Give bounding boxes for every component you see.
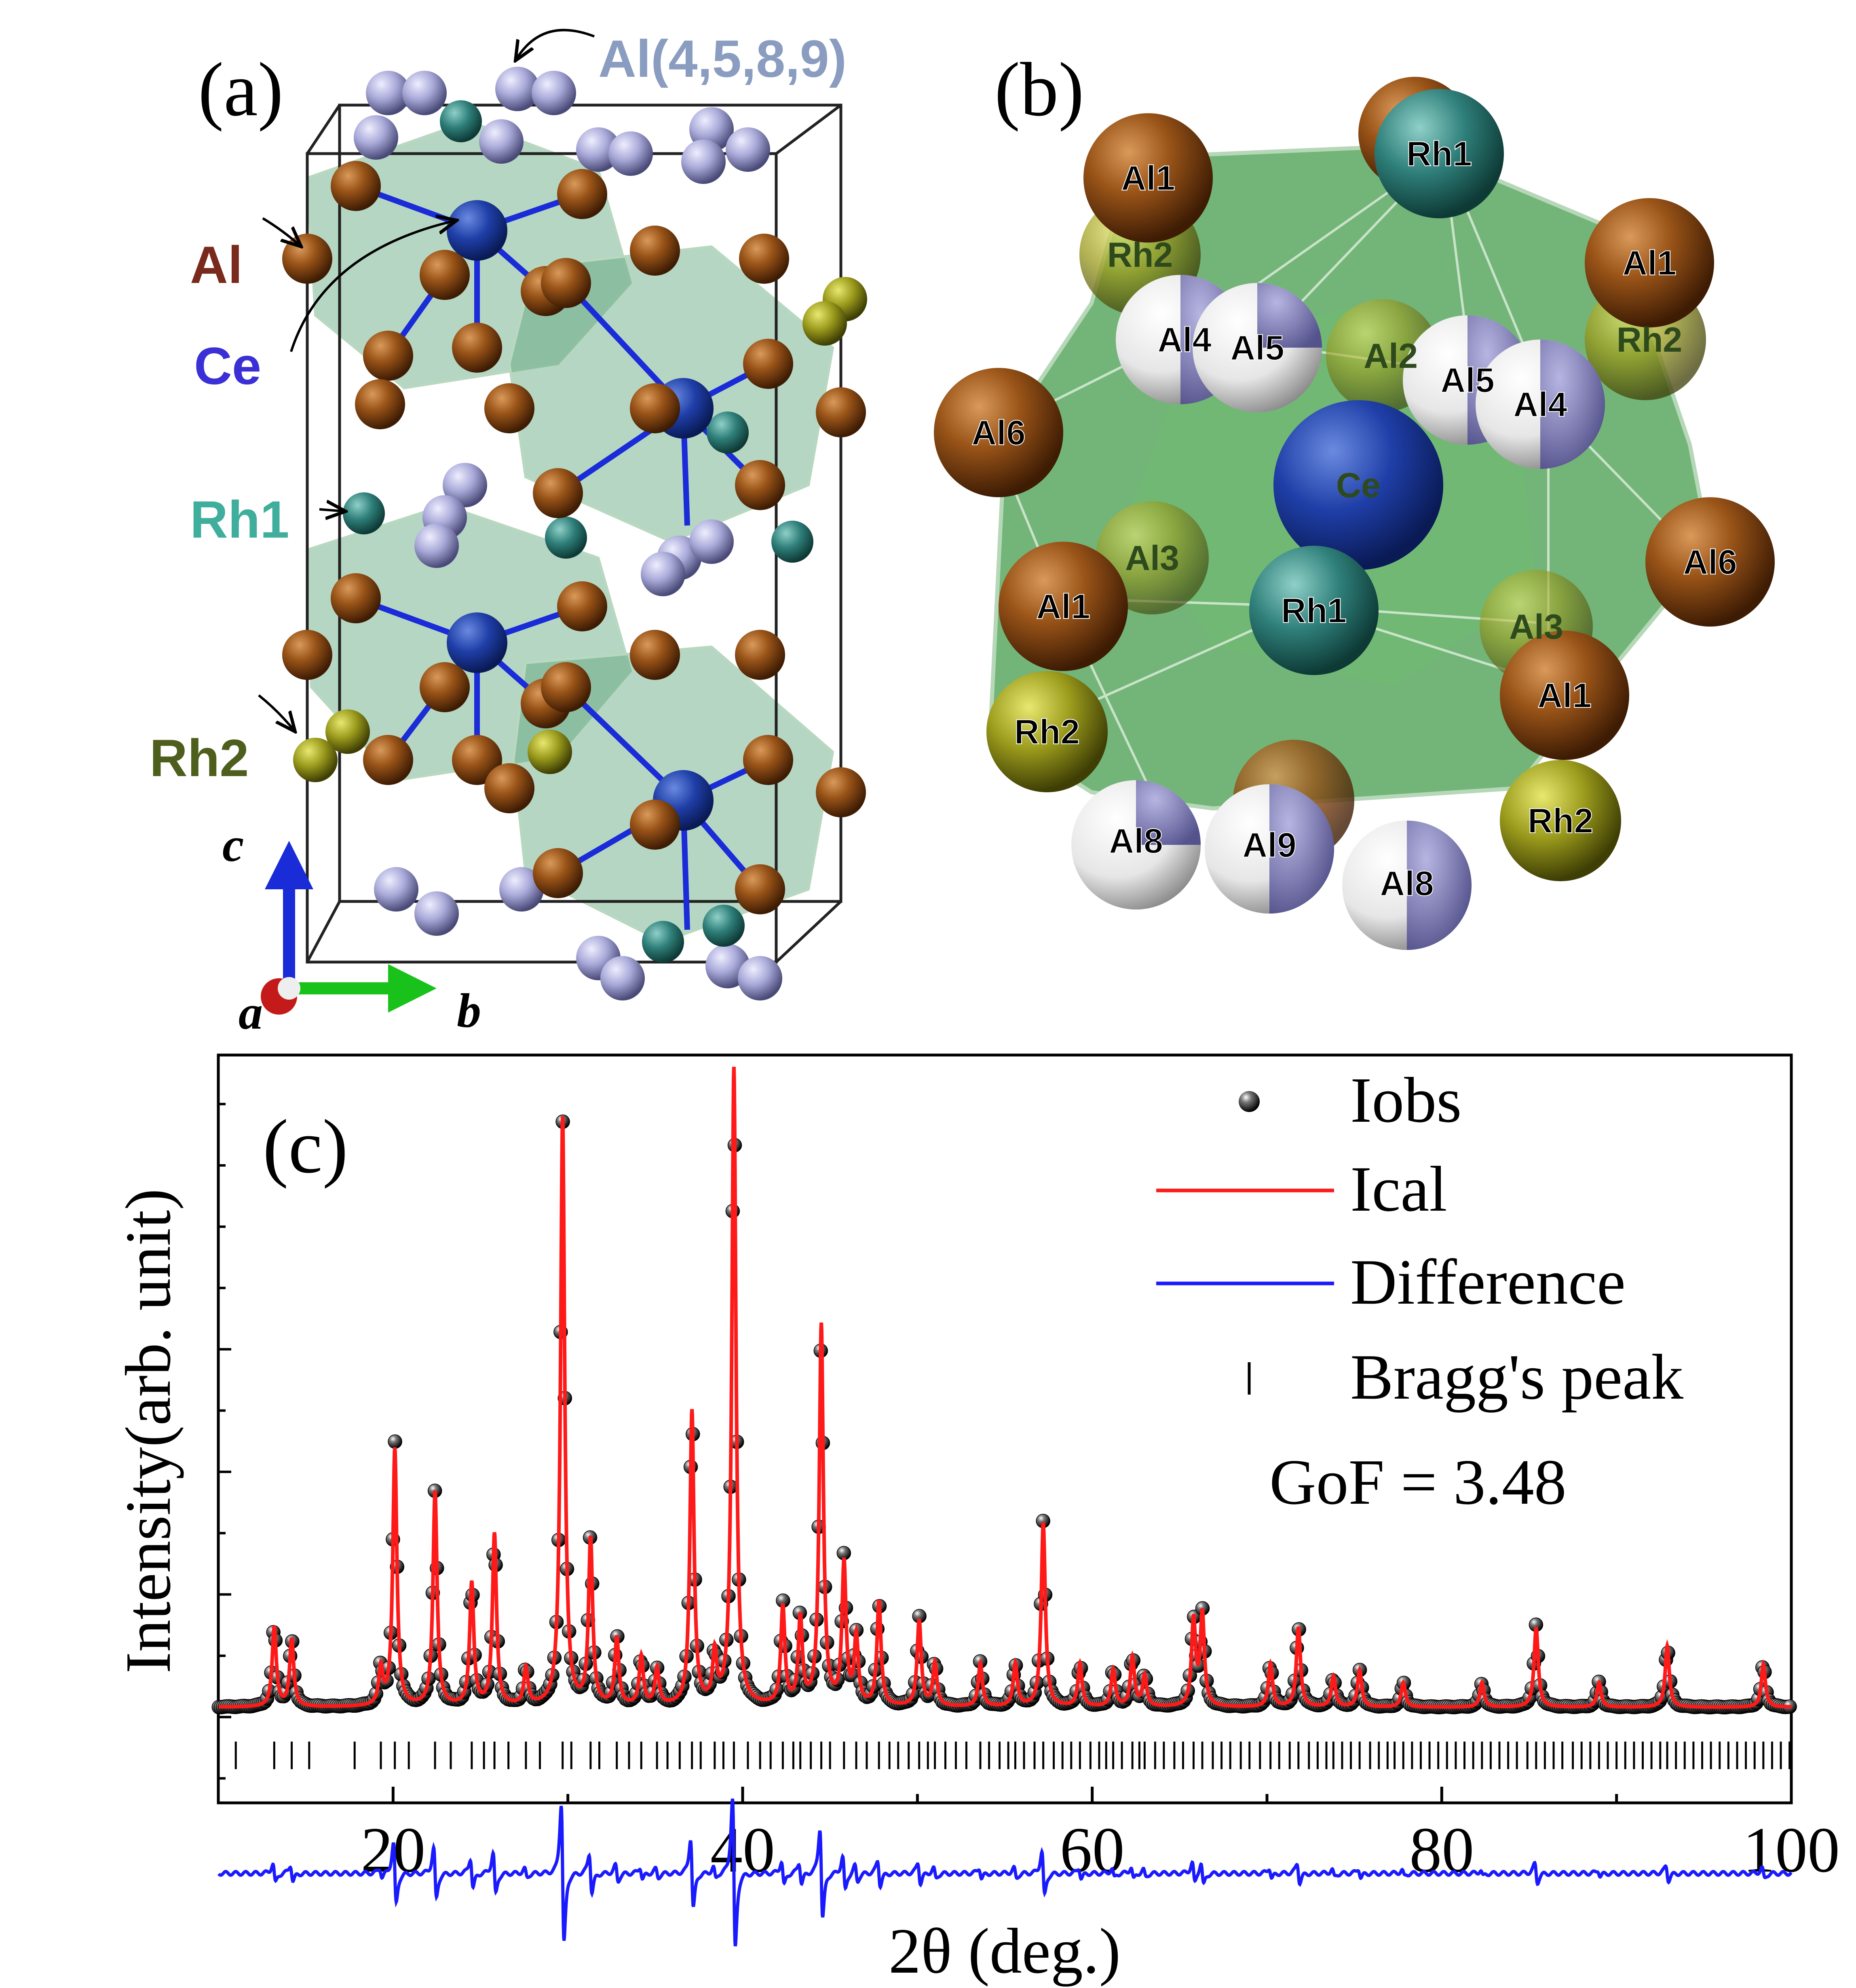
lbl-rh1-top: Rh1: [1406, 135, 1472, 173]
panel-b-label: (b): [995, 47, 1084, 132]
atom-ce: [1273, 400, 1443, 570]
lbl-al9: Al9: [1242, 826, 1296, 865]
rh1-atoms-a: [343, 100, 813, 963]
legend-bragg-label: Bragg's peak: [1350, 1341, 1683, 1413]
label-al: Al: [190, 235, 243, 294]
axis-triad: c b a: [222, 818, 481, 1039]
label-rh1: Rh1: [190, 490, 289, 549]
atom-al4-right: [1476, 340, 1605, 469]
panel-c-xrd-chart: 20 40 60 80 100 (c) 2θ (deg.) Intensity(arb.…: [112, 1053, 1840, 1987]
mixed-al-atoms-a: [354, 67, 782, 1000]
atom-al8-right: [1342, 821, 1472, 950]
difference-line: [217, 1798, 1793, 1947]
legend-iobs-label: Iobs: [1350, 1064, 1462, 1136]
y-axis-label: Intensity(arb. unit): [112, 1188, 184, 1674]
atom-rh2-bottom-right: [1500, 760, 1621, 881]
lbl-rh2-d: Rh2: [1528, 802, 1593, 840]
lbl-al4-a: Al4: [1157, 321, 1212, 359]
cage-atoms: [934, 77, 1775, 950]
panel-b-coordination-cage: (b): [934, 47, 1775, 950]
atom-al8-left: [1071, 780, 1201, 910]
lbl-al1-c: Al1: [1036, 587, 1090, 626]
atom-al1-left: [999, 542, 1128, 671]
atom-al1-right: [1585, 198, 1714, 327]
atom-al1-bottom-right: [1500, 631, 1629, 760]
x-axis-label: 2θ (deg.): [889, 1915, 1121, 1987]
atom-rh1-center: [1249, 546, 1379, 675]
lbl-al6-a: Al6: [971, 414, 1026, 452]
atom-al9: [1205, 784, 1334, 914]
lbl-al1-b: Al1: [1622, 244, 1677, 283]
legend: Iobs Ical Difference Bragg's peak GoF = …: [1156, 1064, 1683, 1518]
axis-b-label: b: [457, 983, 481, 1037]
label-al4589: Al(4,5,8,9): [598, 29, 847, 88]
lbl-al5-b: Al5: [1440, 361, 1495, 400]
legend-ical-label: Ical: [1350, 1153, 1447, 1225]
lbl-al1-d: Al1: [1537, 676, 1592, 715]
panel-c-label: (c): [263, 1104, 348, 1189]
legend-iobs-marker: [1239, 1091, 1260, 1112]
lbl-al3-a: Al3: [1125, 539, 1179, 578]
atom-rh2-bottom-left: [986, 671, 1108, 792]
y-axis-ticks: [218, 1103, 231, 1780]
iobs-point: [388, 1434, 402, 1449]
species-labels-a: Al Ce Rh1 Rh2 Al(4,5,8,9): [150, 29, 847, 787]
lbl-al4-b: Al4: [1513, 385, 1567, 424]
cage-atom-labels: Al1 Rh1 Rh2 Al1 Al4 Al5 Al2 Al5 Al4 Rh2 …: [971, 134, 1738, 903]
lbl-rh2-b: Rh2: [1617, 321, 1682, 359]
bragg-peak-ticks: [234, 1741, 1791, 1769]
label-ce: Ce: [194, 336, 261, 395]
lbl-al2: Al2: [1364, 337, 1418, 376]
lbl-al3-b: Al3: [1509, 608, 1563, 646]
lbl-rh2-c: Rh2: [1014, 713, 1080, 751]
lbl-al8-b: Al8: [1380, 864, 1434, 903]
atom-rh1-top: [1375, 89, 1504, 218]
label-rh2: Rh2: [150, 728, 249, 787]
atom-al6-right: [1645, 497, 1775, 627]
lbl-rh1-center: Rh1: [1281, 591, 1347, 630]
lbl-al6-b: Al6: [1683, 543, 1737, 582]
axis-c-label: c: [222, 818, 244, 872]
atom-al5-left: [1193, 283, 1322, 412]
gof-annotation: GoF = 3.48: [1269, 1446, 1567, 1518]
atom-al1-top-left: [1083, 113, 1213, 243]
rh2-atoms-a: [293, 277, 867, 782]
lbl-al1-a: Al1: [1121, 159, 1175, 198]
a-axis-highlight: [278, 977, 300, 1000]
legend-diff-label: Difference: [1350, 1246, 1626, 1318]
al-atoms-a: [282, 161, 866, 914]
panel-a-label: (a): [198, 47, 283, 132]
lbl-ce: Ce: [1336, 466, 1381, 505]
lbl-al8-a: Al8: [1109, 822, 1163, 861]
atom-al6-left: [934, 368, 1063, 497]
lbl-al5-a: Al5: [1230, 329, 1284, 367]
axis-a-label: a: [239, 986, 263, 1039]
lbl-rh2-a: Rh2: [1107, 236, 1173, 274]
ical-line: [218, 1066, 1792, 1709]
panel-a-crystal-structure: (a): [150, 29, 867, 1039]
label-arrows-a: [258, 29, 595, 732]
